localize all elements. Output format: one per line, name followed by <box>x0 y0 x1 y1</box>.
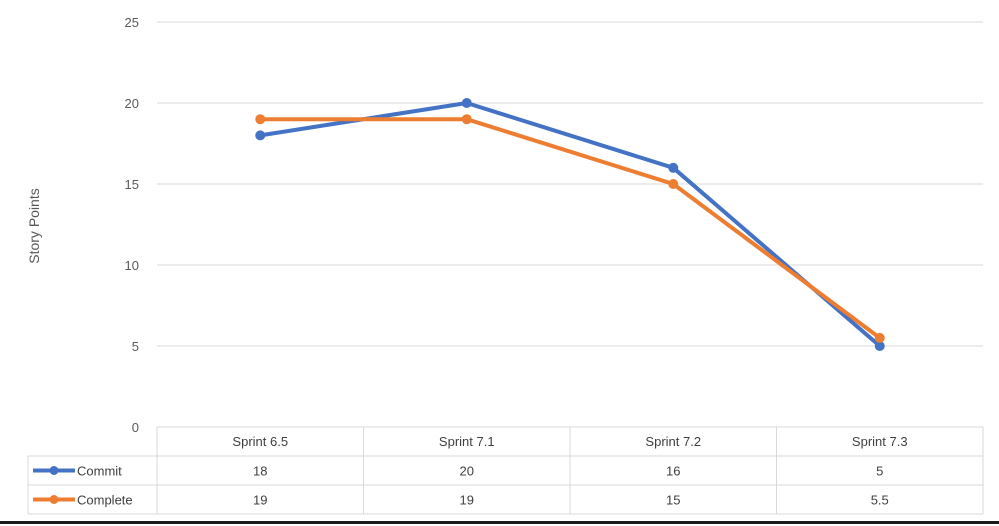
category-label: Sprint 6.5 <box>232 434 288 449</box>
table-cell: 5 <box>876 464 883 479</box>
table-cell: 18 <box>253 464 267 479</box>
data-point <box>255 130 266 141</box>
legend-label: Commit <box>77 464 122 479</box>
data-point <box>874 341 885 351</box>
bottom-border <box>0 521 999 524</box>
y-tick-label: 25 <box>125 15 139 30</box>
legend-key-marker <box>49 495 59 504</box>
table-cell: 19 <box>460 493 474 508</box>
data-point <box>461 98 472 108</box>
y-tick-label: 5 <box>132 339 139 354</box>
table-cell: 5.5 <box>871 493 889 508</box>
series-line <box>258 117 882 340</box>
y-tick-label: 20 <box>125 96 139 111</box>
table-cell: 20 <box>460 464 474 479</box>
data-point <box>461 114 472 125</box>
data-point <box>255 114 266 125</box>
category-label: Sprint 7.1 <box>439 434 495 449</box>
legend-label: Complete <box>77 493 133 508</box>
data-point <box>874 332 885 343</box>
category-label: Sprint 7.3 <box>852 434 908 449</box>
data-point <box>668 162 679 173</box>
table-cell: 19 <box>253 493 267 508</box>
series-line <box>258 101 882 348</box>
y-tick-label: 0 <box>132 420 139 435</box>
y-tick-label: 15 <box>125 177 139 192</box>
data-point <box>668 179 679 189</box>
table-cell: 15 <box>666 493 680 508</box>
table-cell: 16 <box>666 464 680 479</box>
y-tick-label: 10 <box>125 258 139 273</box>
legend-key-marker <box>49 466 59 475</box>
category-label: Sprint 7.2 <box>645 434 701 449</box>
